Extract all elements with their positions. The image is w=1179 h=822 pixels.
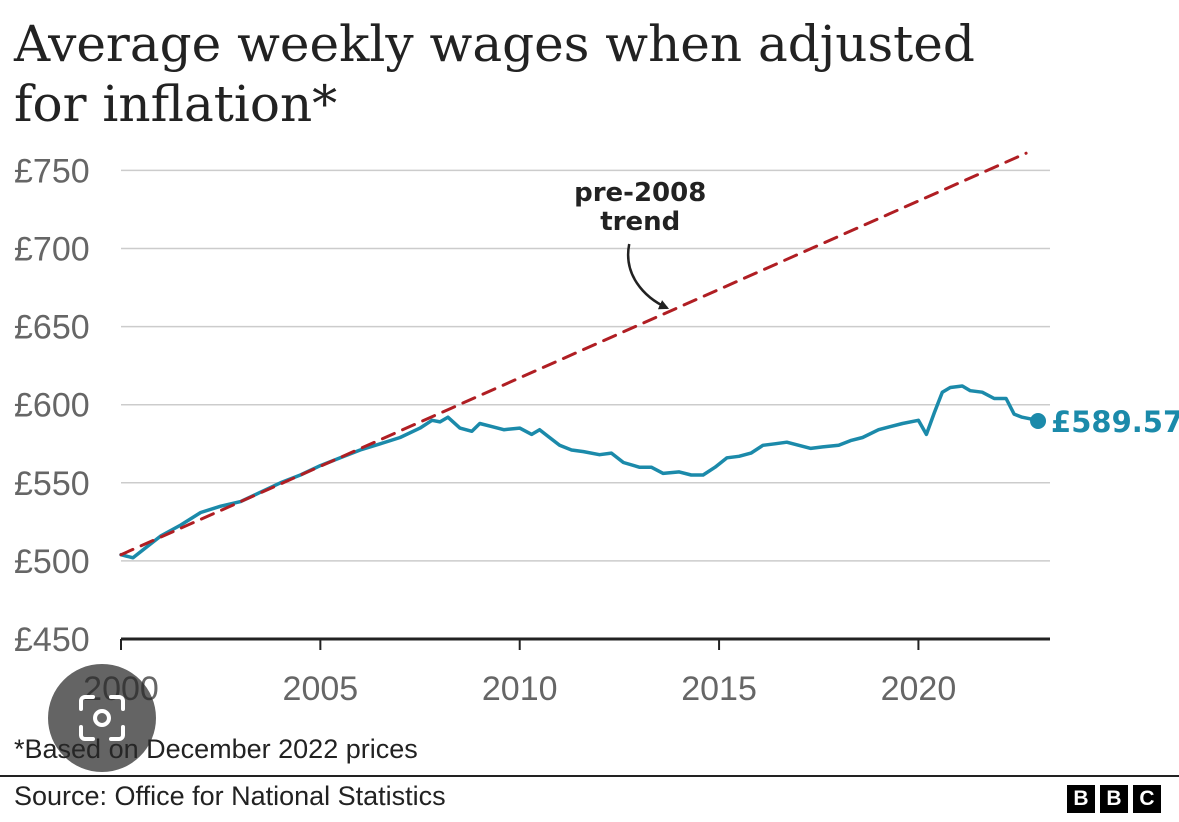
x-tick-label: 2010 — [482, 670, 558, 708]
y-tick-label: £500 — [14, 543, 90, 581]
y-axis-ticks: £450 £500 £550 £600 £650 £700 £750 — [14, 152, 90, 659]
series-lines — [119, 151, 1040, 560]
end-point-marker — [1030, 413, 1047, 430]
bbc-logo-letter: B — [1067, 785, 1095, 813]
y-tick-label: £600 — [14, 387, 90, 425]
end-value-label: £589.57 — [1051, 405, 1179, 439]
y-tick-label: £700 — [14, 231, 90, 269]
y-tick-label: £750 — [14, 152, 90, 190]
annotation-label: pre-2008 — [574, 178, 706, 208]
annotation-arrow — [626, 243, 670, 310]
wages-line — [119, 384, 1040, 560]
x-axis-ticks: 20002005201020152020 — [83, 639, 956, 708]
trend-line — [119, 151, 1028, 557]
annotation-label: trend — [600, 207, 680, 237]
y-tick-label: £550 — [14, 465, 90, 503]
chart-title: Average weekly wages when adjusted for i… — [14, 15, 975, 133]
gridlines — [121, 169, 1050, 641]
x-tick-label: 2015 — [681, 670, 757, 708]
x-tick-label: 2005 — [283, 670, 359, 708]
source-note: Source: Office for National Statistics — [14, 781, 446, 811]
footer-divider — [0, 775, 1179, 777]
y-tick-label: £650 — [14, 309, 90, 347]
bbc-logo: B B C — [1067, 785, 1161, 813]
line-chart: £450£500£550£600£650£700£750 20002005201… — [14, 151, 1179, 708]
camera-icon — [79, 695, 125, 741]
google-lens-icon[interactable] — [48, 664, 156, 772]
y-tick-label: £450 — [14, 621, 90, 659]
bbc-logo-letter: B — [1100, 785, 1128, 813]
bbc-logo-letter: C — [1133, 785, 1161, 813]
x-tick-label: 2020 — [881, 670, 957, 708]
